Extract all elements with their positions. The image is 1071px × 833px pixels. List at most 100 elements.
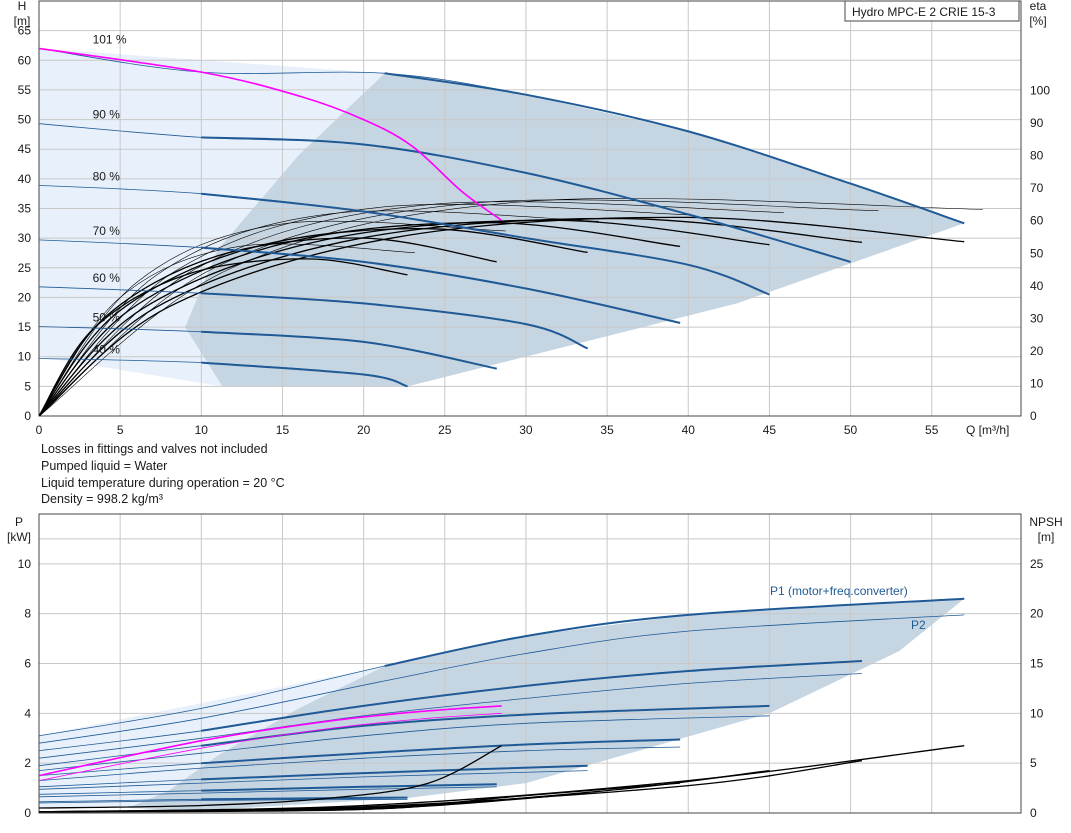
x-tick-label: 5 bbox=[117, 423, 124, 437]
efficiency-curve bbox=[39, 216, 965, 416]
speed-curve-label: 90 % bbox=[93, 108, 121, 122]
x-tick-label: 10 bbox=[195, 423, 209, 437]
eta-tick-label: 60 bbox=[1030, 214, 1044, 228]
system-p1-curve bbox=[39, 705, 502, 777]
speed-curve-label: 70 % bbox=[93, 224, 121, 238]
eta-tick-label: 10 bbox=[1030, 376, 1044, 390]
eta-axis-unit: [%] bbox=[1029, 14, 1046, 28]
speed-curve-operating bbox=[201, 361, 408, 388]
y-tick-label: 25 bbox=[18, 261, 32, 275]
chart-title: Hydro MPC-E 2 CRIE 15-3 bbox=[852, 5, 996, 19]
note-density: Density = 998.2 kg/m³ bbox=[41, 492, 163, 507]
p1-curve-operating bbox=[201, 783, 497, 792]
npsh-curve bbox=[39, 745, 502, 809]
x-tick-label: 25 bbox=[438, 423, 452, 437]
speed-curve-operating bbox=[201, 330, 497, 370]
npsh-tick-label: 15 bbox=[1030, 657, 1044, 671]
power-tick-label: 8 bbox=[24, 607, 31, 621]
y-tick-label: 40 bbox=[18, 172, 32, 186]
x-tick-label: 35 bbox=[600, 423, 614, 437]
npsh-axis-unit: [m] bbox=[1038, 530, 1055, 544]
x-tick-label: 0 bbox=[36, 423, 43, 437]
speed-curve-operating bbox=[201, 292, 588, 350]
p1-curve-operating bbox=[201, 738, 681, 765]
eta-tick-label: 0 bbox=[1030, 409, 1037, 423]
p2-curve bbox=[39, 770, 588, 790]
efficiency-curve bbox=[39, 219, 770, 416]
eta-tick-label: 30 bbox=[1030, 311, 1044, 325]
p1-curve-operating bbox=[201, 660, 862, 732]
efficiency-curve-thin bbox=[39, 204, 694, 416]
npsh-tick-label: 20 bbox=[1030, 607, 1044, 621]
head-chart-grid bbox=[38, 1, 1021, 417]
y-tick-label: 5 bbox=[24, 379, 31, 393]
head-axis-label: H bbox=[18, 0, 27, 13]
x-tick-label: 15 bbox=[276, 423, 290, 437]
x-tick-label: 30 bbox=[519, 423, 533, 437]
x-tick-label: 50 bbox=[844, 423, 858, 437]
head-flow-chart: 0 5 10 15 20 25 30 35 40 45 50 55 0 5 10 15 20 25 30 35 40 4… bbox=[14, 0, 1051, 437]
head-axis-unit: [m] bbox=[14, 14, 31, 28]
speed-curve-label: 40 % bbox=[93, 342, 121, 356]
note-temperature: Liquid temperature during operation = 20… bbox=[41, 475, 285, 490]
power-tick-label: 0 bbox=[24, 806, 31, 820]
p1-curve-operating bbox=[384, 597, 965, 667]
p2-curve bbox=[39, 746, 681, 781]
efficiency-curve-thin bbox=[39, 201, 785, 416]
power-axis-unit: [kW] bbox=[7, 530, 31, 544]
x-tick-label: 20 bbox=[357, 423, 371, 437]
y-tick-label: 60 bbox=[18, 53, 32, 67]
p2-series-label: P2 bbox=[911, 618, 926, 632]
y-tick-label: 20 bbox=[18, 290, 32, 304]
head-chart-frame bbox=[38, 0, 1022, 417]
eta-tick-label: 40 bbox=[1030, 279, 1044, 293]
speed-curve-operating bbox=[201, 136, 851, 263]
npsh-tick-label: 10 bbox=[1030, 706, 1044, 720]
speed-curve-operating bbox=[384, 72, 965, 225]
p2-curve bbox=[39, 715, 770, 771]
y-tick-label: 0 bbox=[24, 409, 31, 423]
power-axis-label: P bbox=[15, 515, 23, 529]
efficiency-curve bbox=[39, 258, 408, 416]
x-tick-label: 55 bbox=[925, 423, 939, 437]
speed-curve-label: 50 % bbox=[93, 310, 121, 324]
efficiency-curve-thin bbox=[39, 198, 983, 416]
efficiency-curve-thin bbox=[39, 243, 415, 416]
eta-tick-label: 20 bbox=[1030, 344, 1044, 358]
note-losses: Losses in fittings and valves not includ… bbox=[41, 442, 268, 456]
p1-curve-operating bbox=[201, 764, 588, 781]
p2-curve bbox=[39, 798, 408, 804]
eta-tick-label: 90 bbox=[1030, 116, 1044, 130]
npsh-tick-label: 0 bbox=[1030, 806, 1037, 820]
npsh-curve bbox=[39, 797, 497, 813]
efficiency-curve bbox=[39, 227, 588, 416]
y-tick-label: 50 bbox=[18, 113, 32, 127]
power-tick-label: 6 bbox=[24, 657, 31, 671]
speed-curve-label: 80 % bbox=[93, 169, 121, 183]
light-operating-zone bbox=[39, 48, 385, 387]
y-tick-label: 65 bbox=[18, 24, 32, 38]
power-tick-label: 4 bbox=[24, 706, 31, 720]
efficiency-curve-thin bbox=[39, 199, 879, 416]
note-liquid: Pumped liquid = Water bbox=[41, 458, 168, 473]
flow-axis-label: Q [m³/h] bbox=[966, 423, 1009, 437]
power-chart-grid bbox=[38, 514, 1021, 814]
x-tick-label: 40 bbox=[682, 423, 696, 437]
y-tick-label: 35 bbox=[18, 202, 32, 216]
y-tick-label: 55 bbox=[18, 83, 32, 97]
operating-envelope bbox=[128, 598, 965, 811]
npsh-tick-label: 25 bbox=[1030, 557, 1044, 571]
eta-tick-label: 70 bbox=[1030, 181, 1044, 195]
system-p2-curve bbox=[39, 712, 502, 781]
p1-series-label: P1 (motor+freq.converter) bbox=[770, 584, 908, 598]
npsh-axis-label: NPSH bbox=[1029, 515, 1062, 529]
power-tick-label: 2 bbox=[24, 756, 31, 770]
power-npsh-chart: 0 2 4 6 8 10 0 5 10 15 20 25 P [kW] NPSH [m] P1 (m… bbox=[7, 513, 1063, 820]
speed-curve-label: 60 % bbox=[93, 271, 121, 285]
y-tick-label: 15 bbox=[18, 320, 32, 334]
npsh-tick-label: 5 bbox=[1030, 756, 1037, 770]
eta-tick-label: 100 bbox=[1030, 84, 1050, 98]
p2-curve bbox=[39, 786, 497, 798]
eta-axis-label: eta bbox=[1030, 0, 1047, 13]
